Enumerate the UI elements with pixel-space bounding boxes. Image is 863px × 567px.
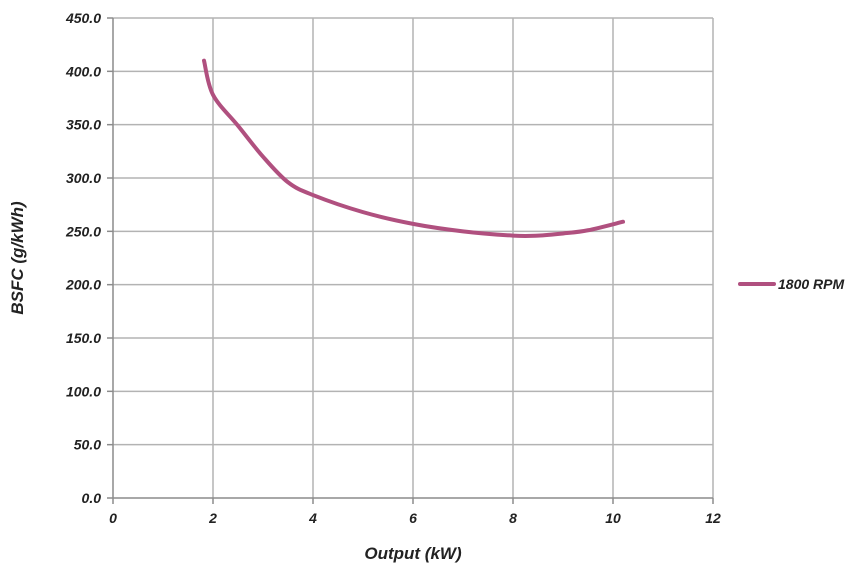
x-tick-label: 10 — [605, 510, 621, 526]
y-axis-title: BSFC (g/kWh) — [8, 201, 27, 315]
y-tick-label: 0.0 — [82, 490, 102, 506]
x-tick-label: 6 — [409, 510, 417, 526]
grid — [113, 17, 714, 498]
y-tick-label: 200.0 — [65, 277, 101, 293]
y-tick-label: 50.0 — [74, 437, 101, 453]
axes — [107, 17, 714, 504]
y-tick-label: 350.0 — [66, 117, 101, 133]
y-tick-label: 100.0 — [66, 383, 101, 399]
tick-labels: 0.0 50.0 100.0 150.0 200.0 250.0 300.0 350.0 400… — [65, 10, 721, 526]
x-tick-label: 12 — [705, 510, 721, 526]
y-tick-label: 450.0 — [65, 10, 101, 26]
series-line-1800-rpm — [202, 58, 625, 239]
x-tick-label: 2 — [208, 510, 217, 526]
series-layer — [202, 58, 625, 239]
y-tick-label: 150.0 — [66, 330, 101, 346]
x-tick-label: 8 — [509, 510, 517, 526]
legend-label-1800-rpm: 1800 RPM — [778, 276, 844, 292]
x-axis-title: Output (kW) — [364, 544, 462, 563]
x-tick-label: 4 — [308, 510, 317, 526]
x-tick-label: 0 — [109, 510, 117, 526]
legend: 1800 RPM — [738, 276, 844, 292]
y-tick-label: 300.0 — [66, 170, 101, 186]
y-tick-label: 250.0 — [65, 223, 101, 239]
y-tick-label: 400.0 — [65, 63, 101, 79]
